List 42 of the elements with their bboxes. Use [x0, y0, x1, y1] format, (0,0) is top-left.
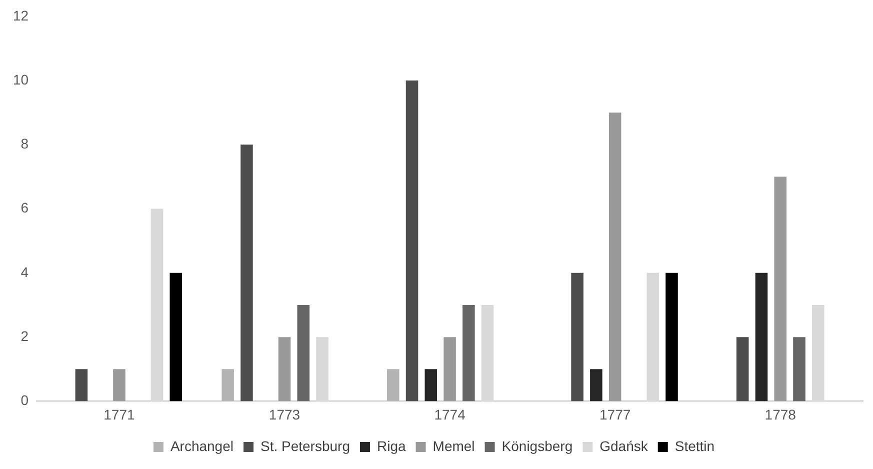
x-tick-label: 1773	[268, 406, 300, 422]
bar	[75, 369, 88, 402]
bar	[150, 208, 164, 402]
bar	[113, 369, 126, 402]
legend-label: Stettin	[674, 438, 715, 454]
bar	[793, 337, 806, 402]
legend-label: Riga	[376, 438, 406, 454]
bar	[462, 305, 475, 402]
y-tick-label: 8	[20, 136, 29, 152]
x-tick-label: 1774	[434, 406, 466, 422]
y-tick-label: 6	[20, 200, 29, 216]
bar	[316, 337, 328, 402]
bar	[481, 305, 494, 402]
bar	[590, 369, 602, 402]
legend-label: St. Petersburg	[260, 438, 350, 454]
bar	[278, 337, 291, 402]
legend-label: Archangel	[170, 438, 234, 454]
bar	[774, 176, 786, 402]
bar	[646, 272, 659, 402]
bar	[240, 144, 253, 402]
x-tick-label: 1778	[764, 406, 796, 422]
bar	[755, 272, 768, 402]
bar	[736, 337, 749, 402]
bar	[812, 305, 824, 402]
y-tick-label: 0	[20, 392, 29, 408]
y-tick-label: 4	[20, 264, 29, 280]
bar	[571, 272, 584, 402]
bar	[666, 272, 678, 402]
bar	[170, 272, 182, 402]
y-tick-label: 2	[20, 328, 29, 344]
x-tick-label: 1771	[104, 406, 135, 422]
bar	[424, 369, 438, 402]
legend-label: Königsberg	[502, 438, 573, 454]
bar	[444, 337, 456, 402]
y-tick-label: 12	[12, 7, 29, 24]
bar	[608, 112, 622, 402]
x-tick-label: 1777	[599, 406, 631, 422]
legend-label: Gdańsk	[600, 438, 649, 454]
legend-label: Memel	[432, 438, 475, 454]
bar	[406, 80, 418, 402]
bar	[297, 305, 310, 402]
y-tick-label: 10	[12, 71, 29, 88]
